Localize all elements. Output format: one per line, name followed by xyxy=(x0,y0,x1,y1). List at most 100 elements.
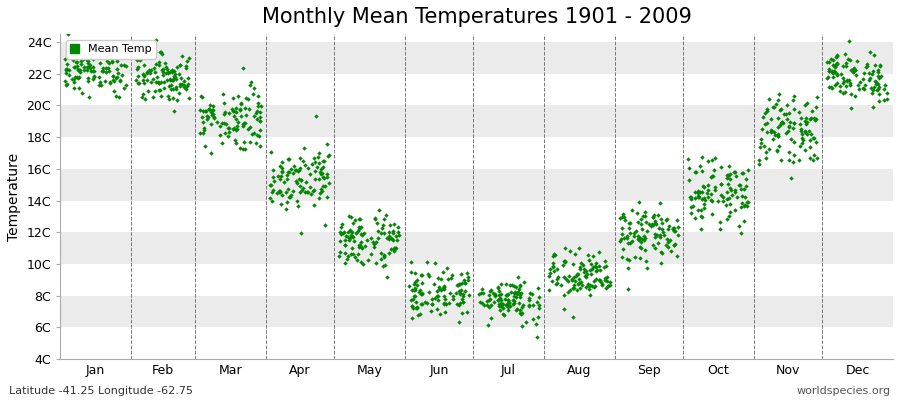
Point xyxy=(847,68,861,74)
Point xyxy=(452,288,466,294)
Point xyxy=(274,168,289,174)
Point xyxy=(645,222,660,228)
Point xyxy=(74,61,88,68)
Point xyxy=(799,115,814,122)
Point xyxy=(306,155,320,161)
Point xyxy=(541,287,555,293)
Point xyxy=(868,81,883,88)
Point xyxy=(274,200,288,207)
Point xyxy=(872,74,886,81)
Point xyxy=(868,78,882,84)
Point xyxy=(589,276,603,282)
Point xyxy=(86,73,101,79)
Point xyxy=(716,198,731,204)
Point xyxy=(405,286,419,293)
Point xyxy=(306,188,320,194)
Point xyxy=(343,234,357,241)
Point xyxy=(143,70,157,76)
Point xyxy=(364,235,379,241)
Point xyxy=(630,219,644,225)
Point xyxy=(374,230,388,237)
Point xyxy=(230,92,245,99)
Point xyxy=(246,91,260,98)
Point xyxy=(404,302,419,309)
Point xyxy=(456,299,471,305)
Point xyxy=(316,174,330,181)
Point xyxy=(628,228,643,234)
Point xyxy=(568,250,582,257)
Point xyxy=(512,286,526,292)
Point xyxy=(734,204,748,210)
Point xyxy=(517,279,531,286)
Point xyxy=(625,238,639,244)
Point xyxy=(666,225,680,232)
Point xyxy=(266,167,280,173)
Point xyxy=(386,237,400,243)
Point xyxy=(59,67,74,74)
Point xyxy=(389,245,403,252)
Point xyxy=(695,188,709,195)
Point xyxy=(158,85,172,92)
Point xyxy=(740,199,754,205)
Point xyxy=(389,233,403,240)
Point xyxy=(80,66,94,73)
Point xyxy=(513,307,527,313)
Point xyxy=(728,169,742,176)
Point xyxy=(841,56,855,62)
Point xyxy=(313,190,328,196)
Point xyxy=(557,306,572,312)
Point xyxy=(312,195,327,201)
Point xyxy=(544,278,559,284)
Point xyxy=(870,80,885,87)
Point xyxy=(222,129,237,136)
Point xyxy=(248,113,262,119)
Point xyxy=(585,252,599,259)
Point xyxy=(292,176,306,183)
Point xyxy=(795,131,809,137)
Point xyxy=(446,296,460,302)
Point xyxy=(741,198,755,205)
Point xyxy=(304,161,319,167)
Point xyxy=(415,271,429,278)
Point xyxy=(834,71,849,77)
Point xyxy=(582,267,597,273)
Point xyxy=(68,64,82,70)
Point xyxy=(301,188,315,195)
Point xyxy=(458,280,473,286)
Point xyxy=(72,74,86,80)
Point xyxy=(655,225,670,232)
Point xyxy=(441,276,455,282)
Point xyxy=(622,220,636,226)
Point xyxy=(431,293,446,299)
Point xyxy=(577,269,591,275)
Point xyxy=(106,78,121,84)
Point xyxy=(475,289,490,296)
Point xyxy=(648,220,662,226)
Point xyxy=(298,178,312,185)
Point xyxy=(160,69,175,76)
Point xyxy=(79,64,94,70)
Point xyxy=(697,194,711,201)
Point xyxy=(167,74,182,80)
Point xyxy=(292,167,306,174)
Point xyxy=(291,168,305,174)
Point xyxy=(67,84,81,91)
Point xyxy=(71,67,86,73)
Point xyxy=(152,87,166,94)
Point xyxy=(711,198,725,204)
Point xyxy=(302,184,317,191)
Point xyxy=(530,299,544,305)
Point xyxy=(441,300,455,306)
Point xyxy=(179,58,194,64)
Point xyxy=(62,66,77,73)
Point xyxy=(338,260,352,266)
Point xyxy=(253,118,267,124)
Point xyxy=(372,206,386,213)
Point xyxy=(513,292,527,298)
Point xyxy=(777,111,791,118)
Point xyxy=(410,299,424,306)
Point xyxy=(309,112,323,119)
Point xyxy=(140,69,155,75)
Point xyxy=(661,239,675,245)
Point xyxy=(253,114,267,120)
